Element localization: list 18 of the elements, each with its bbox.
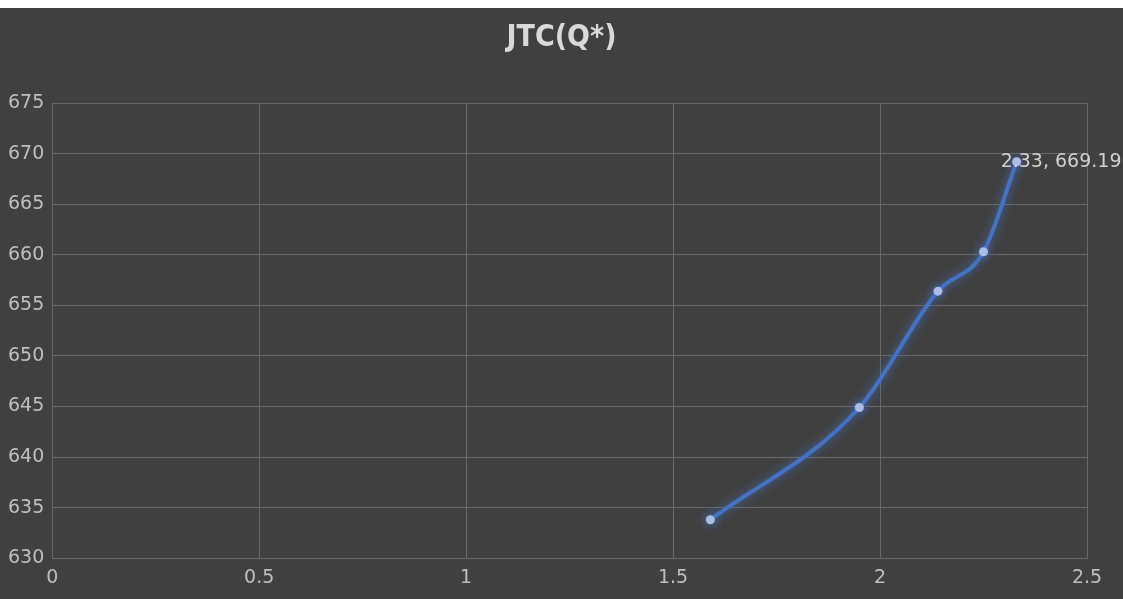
y-tick-label: 660: [8, 241, 45, 264]
y-tick-label: 670: [8, 140, 45, 163]
y-tick-label: 665: [8, 191, 45, 214]
x-tick-label: 2.5: [1071, 564, 1103, 587]
x-tick-label: 1.5: [658, 564, 689, 587]
y-tick-label: 645: [8, 393, 45, 416]
y-tick-label: 635: [8, 494, 45, 517]
y-tick-label: 650: [8, 342, 45, 365]
y-tick-label: 675: [8, 89, 45, 112]
y-tick-label: 655: [8, 292, 45, 315]
annotation: 2.33, 669.19: [1000, 148, 1122, 171]
x-tick-label: 1: [460, 564, 473, 587]
chart-title: JTC(Q*): [504, 18, 618, 53]
x-tick-label: 0: [46, 564, 59, 587]
x-tick-label: 2: [874, 564, 887, 587]
x-tick-label: 0.5: [244, 564, 275, 587]
y-tick-label: 640: [8, 443, 45, 466]
y-tick-label: 630: [8, 545, 45, 568]
